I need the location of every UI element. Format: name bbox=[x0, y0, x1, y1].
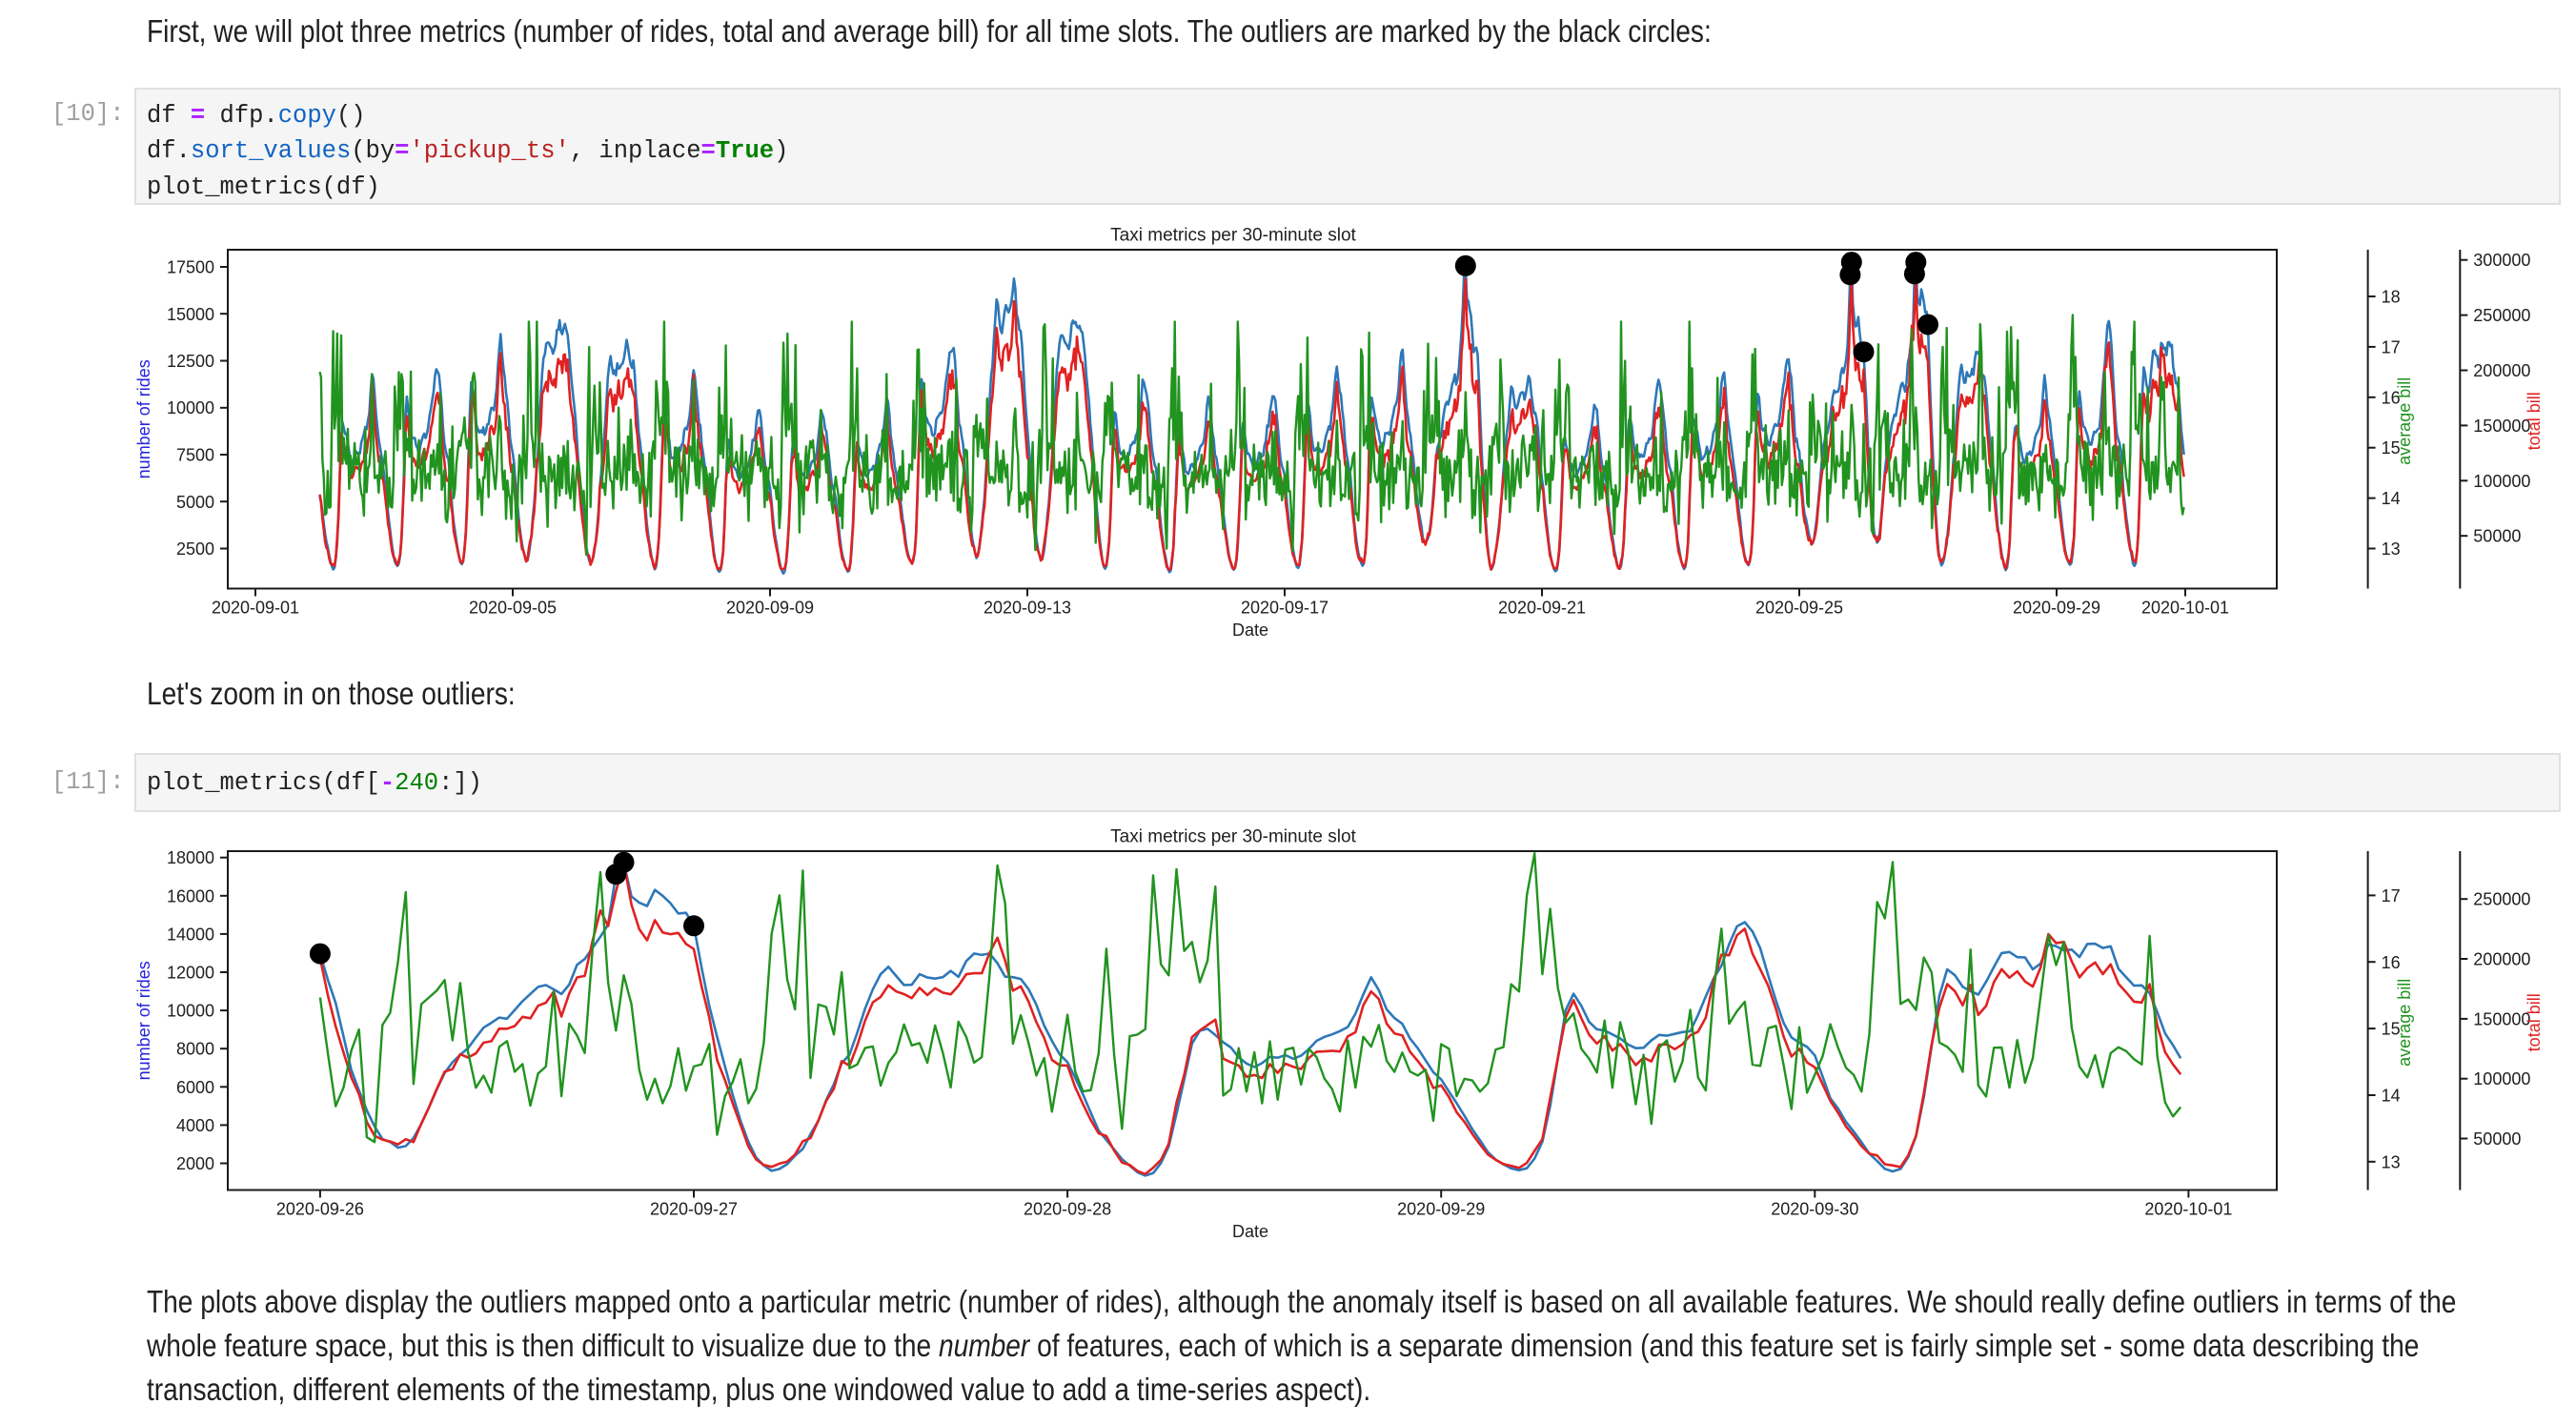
svg-text:50000: 50000 bbox=[2473, 1129, 2521, 1149]
svg-text:2020-09-21: 2020-09-21 bbox=[1498, 598, 1586, 617]
svg-text:2020-10-01: 2020-10-01 bbox=[2144, 1199, 2232, 1218]
svg-text:7500: 7500 bbox=[176, 446, 214, 465]
svg-text:16: 16 bbox=[2382, 953, 2401, 972]
svg-text:2020-09-29: 2020-09-29 bbox=[2013, 598, 2100, 617]
svg-text:2020-09-26: 2020-09-26 bbox=[276, 1199, 364, 1218]
svg-text:16: 16 bbox=[2382, 388, 2401, 407]
svg-text:16000: 16000 bbox=[167, 886, 214, 905]
svg-text:17: 17 bbox=[2382, 337, 2401, 356]
svg-text:2020-09-01: 2020-09-01 bbox=[212, 598, 299, 617]
svg-text:14: 14 bbox=[2382, 489, 2401, 508]
svg-text:4000: 4000 bbox=[176, 1116, 214, 1135]
svg-text:15: 15 bbox=[2382, 438, 2401, 458]
svg-text:Taxi metrics per 30-minute slo: Taxi metrics per 30-minute slot bbox=[1110, 827, 1356, 847]
svg-text:13: 13 bbox=[2382, 1152, 2401, 1171]
svg-text:Taxi metrics per 30-minute slo: Taxi metrics per 30-minute slot bbox=[1110, 226, 1356, 246]
svg-text:2500: 2500 bbox=[176, 539, 214, 559]
svg-text:average bill: average bill bbox=[2395, 377, 2414, 465]
svg-text:200000: 200000 bbox=[2473, 361, 2530, 380]
svg-text:100000: 100000 bbox=[2473, 472, 2530, 491]
svg-text:17500: 17500 bbox=[167, 258, 214, 277]
svg-text:6000: 6000 bbox=[176, 1078, 214, 1097]
svg-text:13: 13 bbox=[2382, 539, 2401, 559]
svg-text:2020-09-05: 2020-09-05 bbox=[469, 598, 557, 617]
svg-text:12000: 12000 bbox=[167, 964, 214, 983]
svg-text:number of rides: number of rides bbox=[134, 961, 153, 1080]
svg-text:14000: 14000 bbox=[167, 925, 214, 944]
svg-text:Date: Date bbox=[1232, 1222, 1268, 1241]
svg-text:10000: 10000 bbox=[167, 398, 214, 417]
svg-text:2020-09-09: 2020-09-09 bbox=[726, 598, 814, 617]
svg-text:18000: 18000 bbox=[167, 848, 214, 867]
svg-text:average bill: average bill bbox=[2395, 979, 2414, 1067]
svg-text:2020-10-01: 2020-10-01 bbox=[2141, 598, 2229, 617]
svg-text:12500: 12500 bbox=[167, 352, 214, 371]
svg-text:total bill: total bill bbox=[2525, 993, 2544, 1051]
svg-text:2020-09-25: 2020-09-25 bbox=[1755, 598, 1843, 617]
svg-text:14: 14 bbox=[2382, 1087, 2401, 1106]
svg-text:250000: 250000 bbox=[2473, 890, 2530, 909]
svg-text:8000: 8000 bbox=[176, 1040, 214, 1059]
svg-text:2020-09-13: 2020-09-13 bbox=[984, 598, 1071, 617]
svg-text:2000: 2000 bbox=[176, 1154, 214, 1173]
svg-text:5000: 5000 bbox=[176, 493, 214, 512]
svg-text:15: 15 bbox=[2382, 1020, 2401, 1039]
svg-text:2020-09-30: 2020-09-30 bbox=[1771, 1199, 1858, 1218]
svg-text:total bill: total bill bbox=[2525, 392, 2544, 450]
svg-text:250000: 250000 bbox=[2473, 306, 2530, 325]
svg-text:2020-09-17: 2020-09-17 bbox=[1241, 598, 1329, 617]
svg-text:100000: 100000 bbox=[2473, 1069, 2530, 1088]
svg-text:50000: 50000 bbox=[2473, 527, 2521, 546]
svg-text:Date: Date bbox=[1232, 620, 1268, 640]
svg-text:150000: 150000 bbox=[2473, 417, 2530, 436]
svg-text:number of rides: number of rides bbox=[134, 359, 153, 478]
svg-text:2020-09-29: 2020-09-29 bbox=[1397, 1199, 1485, 1218]
svg-text:2020-09-28: 2020-09-28 bbox=[1024, 1199, 1111, 1218]
svg-text:300000: 300000 bbox=[2473, 251, 2530, 270]
svg-text:2020-09-27: 2020-09-27 bbox=[650, 1199, 738, 1218]
svg-text:15000: 15000 bbox=[167, 305, 214, 324]
svg-text:17: 17 bbox=[2382, 886, 2401, 905]
svg-text:150000: 150000 bbox=[2473, 1009, 2530, 1028]
svg-text:200000: 200000 bbox=[2473, 950, 2530, 969]
svg-text:18: 18 bbox=[2382, 288, 2401, 307]
svg-text:10000: 10000 bbox=[167, 1002, 214, 1021]
